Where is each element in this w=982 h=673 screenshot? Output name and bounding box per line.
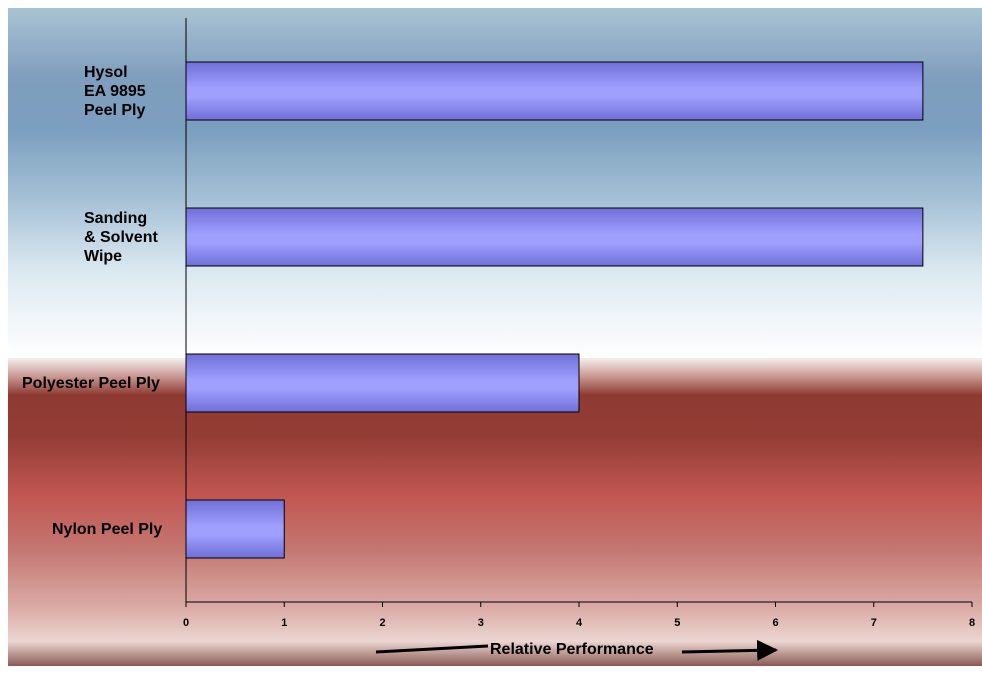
bar [185, 61, 924, 121]
x-tick-label: 0 [183, 617, 189, 629]
bar [185, 353, 580, 413]
x-axis-label: Relative Performance [490, 641, 654, 658]
x-tick-label: 3 [478, 617, 484, 629]
x-tick-label: 5 [674, 617, 680, 629]
category-label: Sanding & Solvent Wipe [84, 209, 158, 265]
x-tick-label: 2 [379, 617, 385, 629]
x-tick-label: 1 [281, 617, 287, 629]
category-label: Hysol EA 9895 Peel Ply [84, 63, 146, 119]
bar [185, 499, 285, 559]
category-label: Nylon Peel Ply [52, 520, 163, 538]
x-tick-label: 7 [871, 617, 877, 629]
category-label: Polyester Peel Ply [22, 374, 160, 392]
x-tick-label: 8 [969, 617, 975, 629]
x-tick-label: 4 [576, 617, 583, 629]
axis-arrow-left [375, 644, 489, 654]
bar [185, 207, 924, 267]
x-tick-label: 6 [772, 617, 778, 629]
axis-arrow-right [681, 639, 779, 661]
